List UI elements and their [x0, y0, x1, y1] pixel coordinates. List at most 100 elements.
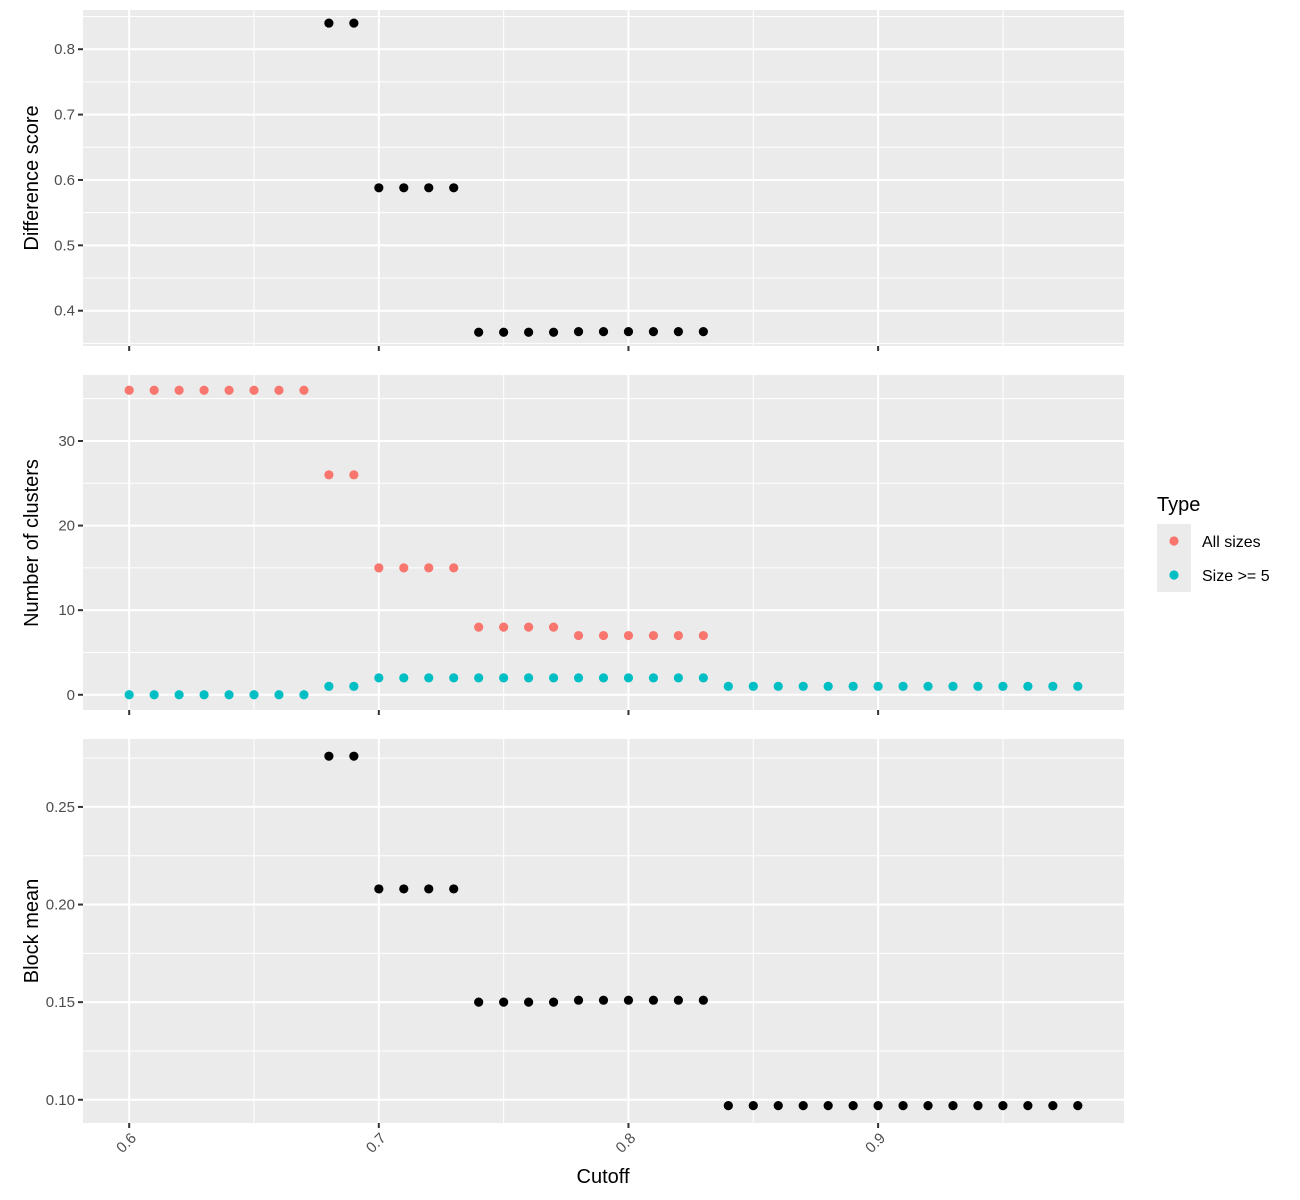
y-tick-label: 10 — [58, 602, 75, 619]
data-point — [623, 327, 634, 337]
y-tick-label: 0.7 — [54, 107, 75, 124]
data-point — [823, 1101, 833, 1111]
data-point — [873, 681, 883, 691]
y-axis-title: Number of clusters — [21, 459, 43, 627]
y-tick-label: 0.4 — [54, 303, 75, 320]
data-point — [973, 681, 983, 691]
legend-entries: All sizes Size >= 5 — [1157, 524, 1270, 592]
data-point — [1073, 681, 1083, 691]
data-point — [474, 622, 484, 632]
data-point — [524, 622, 534, 632]
data-point — [274, 690, 284, 700]
series-1 — [324, 751, 1083, 1111]
data-point — [449, 563, 459, 573]
data-point — [149, 385, 159, 395]
data-point — [374, 183, 384, 193]
data-point — [548, 622, 559, 632]
data-point — [723, 681, 733, 691]
data-point — [499, 673, 509, 683]
data-point — [374, 673, 384, 683]
data-point — [274, 385, 284, 395]
data-point — [374, 884, 384, 894]
data-point — [324, 751, 334, 761]
data-point — [199, 690, 209, 700]
data-point — [399, 673, 409, 683]
data-point — [149, 690, 159, 700]
data-point — [399, 563, 409, 573]
data-point — [748, 681, 758, 691]
data-point — [623, 995, 634, 1005]
data-point — [973, 1101, 983, 1111]
data-point — [598, 327, 609, 337]
data-point — [548, 327, 559, 337]
legend-key-marker — [1169, 536, 1179, 546]
data-point — [249, 690, 259, 700]
legend: Type All sizes Size >= 5 — [1157, 494, 1270, 592]
data-point — [848, 1101, 858, 1111]
y-axis-title: Block mean — [21, 879, 43, 984]
data-point — [1023, 681, 1033, 691]
data-point — [598, 673, 609, 683]
y-tick-label: 20 — [58, 518, 75, 535]
data-point — [648, 327, 659, 337]
series-1 — [124, 385, 708, 641]
data-point — [648, 630, 659, 641]
data-point — [324, 681, 334, 691]
data-point — [548, 673, 559, 683]
data-point — [798, 681, 808, 691]
data-point — [124, 385, 134, 395]
y-axis-title: Difference score — [21, 105, 43, 250]
panel-1: 0.4 0.5 0.6 0.7 0.8 Difference score — [21, 10, 1124, 351]
data-point — [399, 183, 409, 193]
data-point — [573, 995, 584, 1005]
data-point — [748, 1101, 758, 1111]
y-tick-label: 0.15 — [46, 994, 75, 1011]
data-point — [174, 690, 184, 700]
legend-key-marker — [1169, 570, 1179, 580]
data-point — [698, 327, 708, 337]
data-point — [573, 327, 584, 337]
data-point — [324, 470, 334, 480]
data-point — [499, 622, 509, 632]
data-point — [923, 681, 933, 691]
data-point — [673, 327, 683, 337]
data-point — [224, 385, 234, 395]
legend-label: All sizes — [1202, 534, 1261, 551]
x-tick-label: 0.9 — [862, 1130, 889, 1157]
data-point — [299, 385, 309, 395]
data-point — [698, 673, 708, 683]
data-point — [573, 630, 584, 641]
data-point — [249, 385, 259, 395]
x-tick-label: 0.7 — [363, 1130, 390, 1157]
data-point — [499, 997, 509, 1007]
y-tick-label: 0.20 — [46, 897, 75, 914]
data-point — [948, 681, 958, 691]
data-point — [648, 995, 659, 1005]
data-point — [374, 563, 384, 573]
panels-layer: 0.4 0.5 0.6 0.7 0.8 Difference score 0 10 20 30 Nu… — [21, 10, 1124, 1157]
x-tick-label: 0.6 — [113, 1130, 140, 1157]
data-point — [424, 884, 434, 894]
data-point — [673, 995, 683, 1005]
data-point — [623, 630, 634, 641]
data-point — [524, 327, 534, 337]
data-point — [723, 1101, 733, 1111]
data-point — [1048, 1101, 1058, 1111]
data-point — [349, 751, 359, 761]
data-point — [349, 18, 359, 28]
data-point — [449, 183, 459, 193]
x-axis-title: Cutoff — [577, 1166, 630, 1188]
data-point — [923, 1101, 933, 1111]
data-point — [174, 385, 184, 395]
data-point — [823, 681, 833, 691]
data-point — [698, 995, 708, 1005]
legend-label: Size >= 5 — [1202, 568, 1270, 585]
data-point — [698, 630, 708, 641]
data-point — [474, 673, 484, 683]
data-point — [898, 681, 908, 691]
data-point — [573, 673, 584, 683]
data-point — [474, 327, 484, 337]
data-point — [474, 997, 484, 1007]
y-tick-label: 0.25 — [46, 799, 75, 816]
data-point — [399, 884, 409, 894]
